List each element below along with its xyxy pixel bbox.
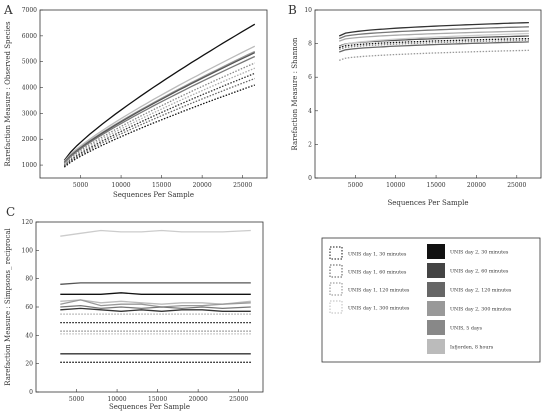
y-tick-label: 4000 xyxy=(22,85,37,92)
series-line xyxy=(338,26,529,40)
x-tick-label: 15000 xyxy=(152,182,171,189)
y-tick-label: 4 xyxy=(308,108,312,115)
legend-swatch xyxy=(329,300,343,314)
legend-swatch xyxy=(427,263,445,278)
y-tick-label: 60 xyxy=(25,304,33,311)
panel-c-frame xyxy=(35,221,264,393)
panel-b-letter: B xyxy=(288,3,297,17)
y-tick-label: 100 xyxy=(22,247,34,254)
legend-swatch xyxy=(329,264,343,278)
series-line xyxy=(63,72,256,167)
y-tick-label: 80 xyxy=(25,276,33,283)
x-tick-label: 5000 xyxy=(348,182,363,189)
series-line xyxy=(338,49,529,62)
x-tick-label: 20000 xyxy=(193,182,212,189)
legend: UNIS day 1, 30 minutes UNIS day 1, 60 min… xyxy=(321,237,541,363)
series-line xyxy=(63,52,256,163)
series-line xyxy=(338,21,529,37)
x-tick-label: 10000 xyxy=(108,396,127,403)
x-tick-label: 10000 xyxy=(386,182,405,189)
y-tick-label: 20 xyxy=(25,361,33,368)
x-tick-label: 15000 xyxy=(148,396,167,403)
panel-b-xlabel: Sequences Per Sample xyxy=(387,199,468,207)
panel-a-ylabel: Rarefaction Measure : Observed Species xyxy=(4,21,12,166)
series-line xyxy=(60,229,251,237)
legend-label: UNIS, 5 days xyxy=(450,326,483,332)
y-tick-label: 0 xyxy=(308,175,312,182)
y-tick-label: 2 xyxy=(308,141,312,148)
legend-label: Isfjorden, 8 hours xyxy=(450,345,494,351)
y-tick-label: 1000 xyxy=(22,162,37,169)
y-tick-label: 3000 xyxy=(22,110,37,117)
panel-b-ylabel: Rarefaction Measure : Shannon xyxy=(291,37,299,150)
panel-c-xlabel: Sequences Per Sample xyxy=(109,403,190,411)
y-tick-label: 2000 xyxy=(22,136,37,143)
legend-label: UNIS day 1, 30 minutes xyxy=(348,252,407,258)
x-tick-label: 25000 xyxy=(233,182,252,189)
x-tick-label: 5000 xyxy=(69,396,84,403)
x-tick-label: 25000 xyxy=(229,396,248,403)
series-line xyxy=(63,45,256,162)
series-line xyxy=(63,77,256,167)
legend-swatch xyxy=(329,246,343,260)
legend-swatch xyxy=(427,339,445,354)
series-line xyxy=(60,304,251,310)
x-tick-label: 20000 xyxy=(467,182,486,189)
panel-a-frame xyxy=(39,9,268,179)
y-tick-label: 120 xyxy=(22,219,34,226)
legend-label: UNIS day 2, 60 minutes xyxy=(450,269,509,275)
y-tick-label: 10 xyxy=(304,7,312,14)
legend-swatch xyxy=(329,282,343,296)
y-tick-label: 5000 xyxy=(22,59,37,66)
legend-label: UNIS day 1, 300 minutes xyxy=(348,306,410,312)
panel-b: B 5000 10000 15000 20000 25000 0 2 4 6 8 10 Sequen… xyxy=(288,3,542,207)
legend-label: UNIS day 2, 300 minutes xyxy=(450,307,512,313)
panel-b-frame xyxy=(314,9,542,179)
x-tick-label: 20000 xyxy=(189,396,208,403)
series-line xyxy=(338,30,529,42)
legend-label: UNIS day 2, 120 minutes xyxy=(450,288,512,294)
y-tick-label: 40 xyxy=(25,332,33,339)
legend-label: UNIS day 2, 30 minutes xyxy=(450,250,509,256)
series-line xyxy=(60,282,251,285)
legend-swatch xyxy=(427,320,445,335)
series-line xyxy=(60,299,251,308)
y-tick-label: 0 xyxy=(29,389,33,396)
panel-a: A 5000 10000 15000 20000 25000 1000 2000 3000 40… xyxy=(3,3,268,199)
legend-swatch xyxy=(427,244,445,259)
y-tick-label: 6000 xyxy=(22,33,37,40)
legend-label: UNIS day 1, 60 minutes xyxy=(348,270,407,276)
series-line xyxy=(338,41,529,53)
series-line xyxy=(63,55,256,164)
panel-c-ylabel: Rarefaction Measure : Simpsons_ reciproc… xyxy=(4,228,12,386)
legend-label: UNIS day 1, 120 minutes xyxy=(348,288,410,294)
panel-c-letter: C xyxy=(6,205,15,219)
x-tick-label: 25000 xyxy=(507,182,526,189)
x-tick-label: 5000 xyxy=(73,182,88,189)
panel-a-letter: A xyxy=(3,3,13,17)
panel-c: C 5000 10000 15000 20000 25000 0 20 40 60 80 100 12… xyxy=(4,205,264,411)
panel-a-xlabel: Sequences Per Sample xyxy=(113,191,194,199)
y-tick-label: 7000 xyxy=(22,7,37,14)
series-line xyxy=(63,23,256,161)
series-line xyxy=(60,299,251,305)
series-line xyxy=(60,307,251,312)
x-tick-label: 10000 xyxy=(112,182,131,189)
legend-swatch xyxy=(427,282,445,297)
y-tick-label: 6 xyxy=(308,74,312,81)
series-line xyxy=(338,32,529,48)
series-line xyxy=(63,84,256,168)
legend-swatch xyxy=(427,301,445,316)
series-line xyxy=(60,292,251,295)
y-tick-label: 8 xyxy=(308,41,312,48)
x-tick-label: 15000 xyxy=(427,182,446,189)
series-line xyxy=(63,62,256,165)
